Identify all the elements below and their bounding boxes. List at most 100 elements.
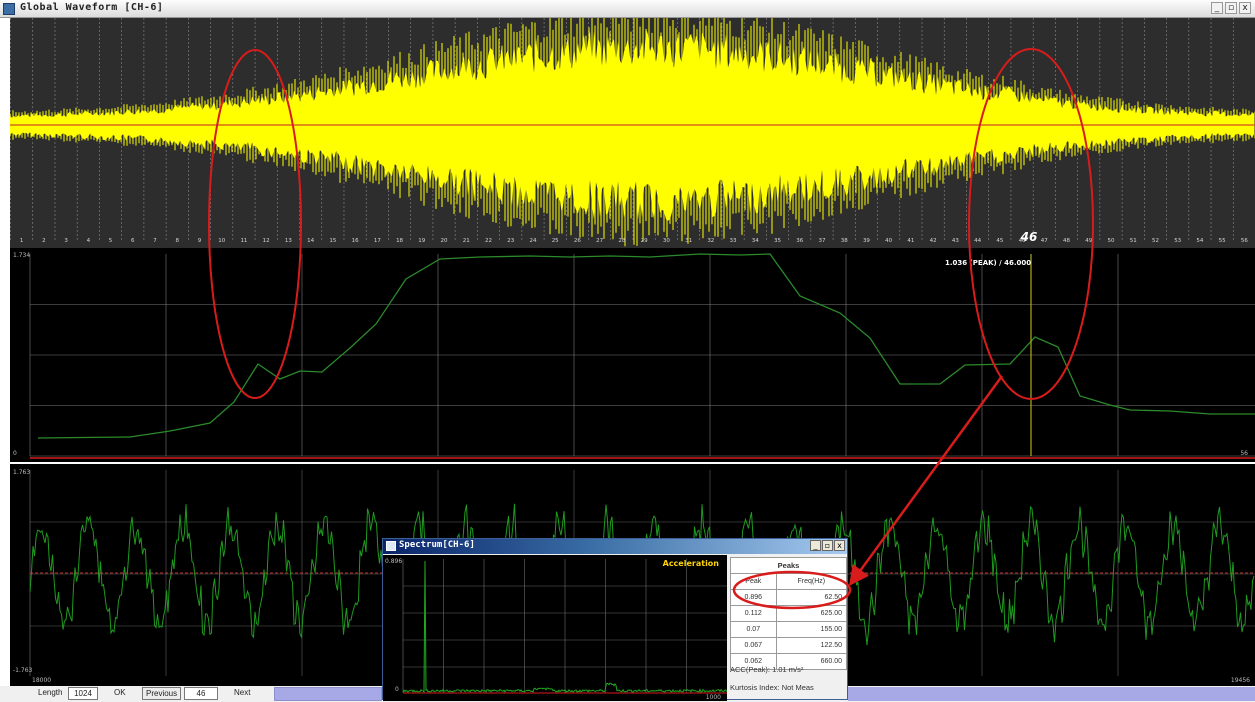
trend-y-max-label: 1.734: [13, 252, 30, 259]
segment-number: 32: [707, 238, 714, 244]
segment-number: 30: [663, 238, 670, 244]
peak-value: 0.07: [731, 622, 777, 638]
navigation-bar[interactable]: [274, 687, 382, 701]
segment-number: 28: [618, 238, 625, 244]
index-input[interactable]: 46: [184, 687, 218, 700]
app-icon: [3, 3, 15, 15]
segment-number: 8: [175, 238, 179, 244]
cursor-readout: 1.036 (PEAK) / 46.000: [945, 259, 1031, 267]
segment-number: 49: [1085, 238, 1092, 244]
next-button[interactable]: Next: [234, 688, 250, 697]
spectrum-grid: [403, 559, 727, 693]
segment-number: 13: [285, 238, 292, 244]
segment-number: 11: [240, 238, 247, 244]
segment-number: 55: [1219, 238, 1226, 244]
segment-number: 54: [1196, 238, 1203, 244]
length-label: Length: [38, 688, 62, 697]
segment-number: 24: [529, 238, 536, 244]
segment-number: 25: [552, 238, 559, 244]
wave-y-max-label: 1.763: [13, 469, 30, 476]
segment-number: 50: [1107, 238, 1114, 244]
spectrum-app-icon: [386, 541, 396, 551]
ok-button[interactable]: OK: [114, 688, 126, 697]
segment-number: 53: [1174, 238, 1181, 244]
segment-number: 16: [352, 238, 359, 244]
freq-value: 625.00: [776, 606, 846, 622]
segment-number: 44: [974, 238, 981, 244]
segment-number: 37: [818, 238, 825, 244]
peaks-col-peak: Peak: [731, 574, 777, 590]
spectrum-titlebar[interactable]: Spectrum[CH-6] _ ▫ x: [383, 539, 847, 554]
segment-number: 1: [20, 238, 24, 244]
segment-number: 38: [841, 238, 848, 244]
spectrum-plot[interactable]: 0.896 0 1000 Acceleration: [383, 555, 727, 701]
trend-panel[interactable]: 1.036 (PEAK) / 46.000 1.734 0 56: [10, 248, 1255, 462]
length-input[interactable]: 1024: [68, 687, 98, 700]
segment-number: 51: [1130, 238, 1137, 244]
trend-plot[interactable]: 1.036 (PEAK) / 46.000 1.734 0 56: [10, 248, 1255, 462]
peaks-table: Peaks Peak Freq(Hz) 0.896 62.50 0.112 625.…: [730, 557, 847, 670]
kurtosis-readout: Kurtosis Index: Not Meas: [730, 683, 814, 692]
wave-x-max-label: 19456: [1231, 677, 1250, 684]
restore-button[interactable]: ▫: [1225, 2, 1237, 14]
peak-value: 0.896: [731, 590, 777, 606]
segment-number: 2: [42, 238, 46, 244]
segment-number: 6: [131, 238, 135, 244]
spectrum-y-min-label: 0: [395, 686, 399, 693]
freq-value: 155.00: [776, 622, 846, 638]
table-row: 0.896 62.50: [731, 590, 847, 606]
segment-number: 45: [996, 238, 1003, 244]
spectrum-restore-button[interactable]: ▫: [822, 540, 833, 551]
table-row: 0.112 625.00: [731, 606, 847, 622]
segment-number: 36: [796, 238, 803, 244]
minimize-button[interactable]: _: [1211, 2, 1223, 14]
segment-number: 17: [374, 238, 381, 244]
segment-number: 20: [441, 238, 448, 244]
spectrum-window[interactable]: Spectrum[CH-6] _ ▫ x 0.896 0 1000 Accele…: [382, 538, 848, 700]
segment-number: 5: [109, 238, 113, 244]
spectrum-minimize-button[interactable]: _: [810, 540, 821, 551]
segment-number: 14: [307, 238, 314, 244]
segment-number: 21: [463, 238, 470, 244]
segment-number: 9: [198, 238, 202, 244]
freq-value: 62.50: [776, 590, 846, 606]
global-waveform-title: Global Waveform [CH-6]: [20, 2, 163, 13]
segment-number: 31: [685, 238, 692, 244]
spectrum-mode-label: Acceleration: [663, 559, 720, 568]
spectrum-title: Spectrum[CH-6]: [399, 540, 475, 550]
global-waveform-panel[interactable]: 1 2 3 4 5 6 7 8 9 10 11 12 13 14 15 16 17 18 19 20 21 22 23 24 2…: [10, 18, 1255, 248]
trend-line: [38, 254, 1255, 438]
segment-number: 47: [1041, 238, 1048, 244]
segment-number: 26: [574, 238, 581, 244]
segment-number: 34: [752, 238, 759, 244]
segment-number: 15: [329, 238, 336, 244]
global-waveform-plot[interactable]: 1 2 3 4 5 6 7 8 9 10 11 12 13 14 15 16 17 18 19 20 21 22 23 24 2…: [10, 18, 1255, 248]
segment-number: 52: [1152, 238, 1159, 244]
peak-value: 0.112: [731, 606, 777, 622]
segment-number: 3: [64, 238, 68, 244]
previous-button[interactable]: Previous: [142, 687, 181, 700]
segment-number: 56: [1241, 238, 1248, 244]
segment-marker-label: 46: [1020, 230, 1038, 244]
spectrum-y-max-label: 0.896: [385, 558, 402, 565]
segment-number: 7: [153, 238, 157, 244]
peaks-table-title: Peaks: [731, 558, 847, 574]
close-button[interactable]: x: [1239, 2, 1251, 14]
peaks-col-freq: Freq(Hz): [776, 574, 846, 590]
wave-x-min-label: 18000: [32, 677, 51, 684]
spectrum-close-button[interactable]: x: [834, 540, 845, 551]
segment-number: 42: [930, 238, 937, 244]
trend-grid: [30, 254, 1255, 456]
segment-number: 22: [485, 238, 492, 244]
navigation-bar-right[interactable]: [848, 687, 1255, 701]
acc-peak-readout: ACC(Peak): 1.01 m/s²: [730, 665, 803, 674]
table-row: 0.067 122.50: [731, 638, 847, 654]
trend-y-min-label: 0: [13, 450, 17, 457]
global-waveform-titlebar[interactable]: Global Waveform [CH-6] _ ▫ x: [0, 0, 1255, 18]
peak-value: 0.067: [731, 638, 777, 654]
segment-number: 29: [641, 238, 648, 244]
trend-x-max-label: 56: [1240, 450, 1248, 457]
segment-number: 40: [885, 238, 892, 244]
spectrum-x-max-label: 1000: [706, 694, 721, 701]
